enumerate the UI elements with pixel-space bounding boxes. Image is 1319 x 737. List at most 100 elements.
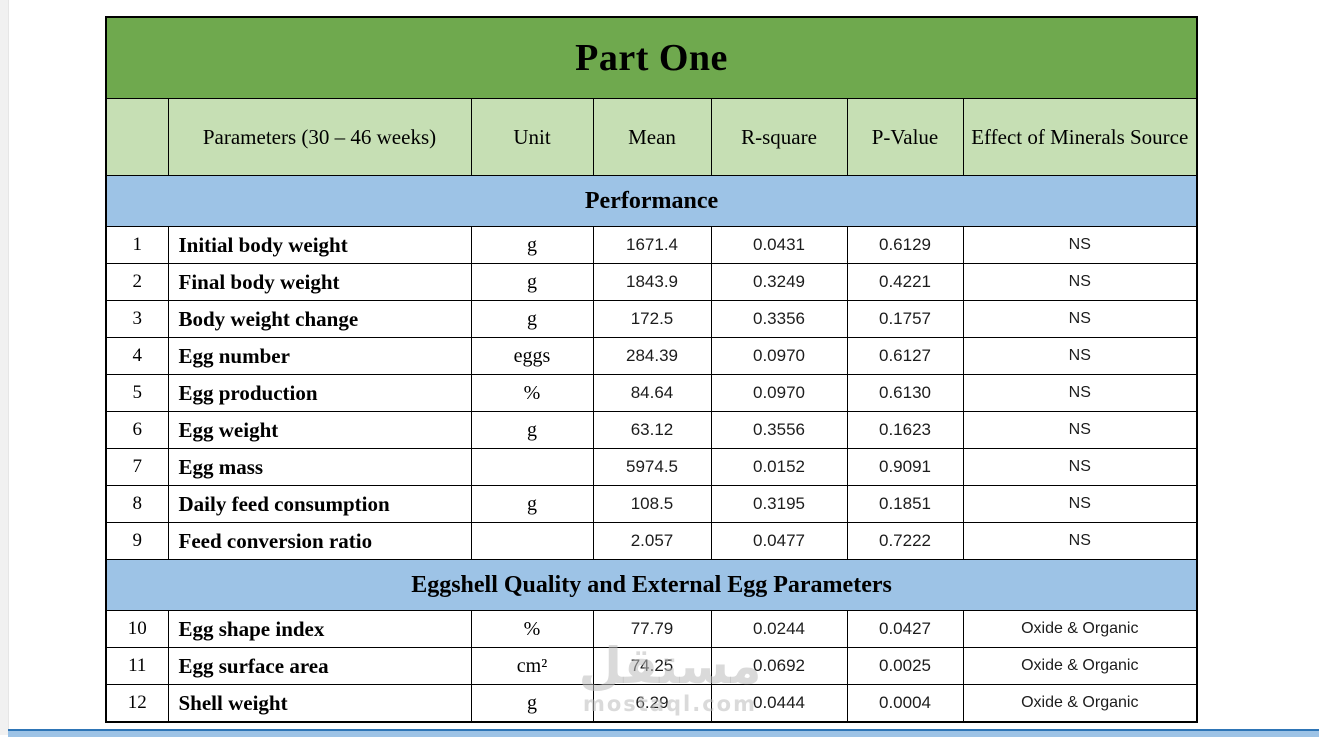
row-4-parameter[interactable]: Egg number [167,337,472,375]
row-9-mean[interactable]: 2.057 [592,522,712,560]
row-3-number[interactable]: 3 [105,300,169,338]
row-9-pvalue[interactable]: 0.7222 [846,522,964,560]
row-5-unit[interactable]: % [470,374,594,412]
row-1-parameter[interactable]: Initial body weight [167,226,472,264]
header-parameters[interactable]: Parameters (30 – 46 weeks) [167,98,472,176]
section-eggshell[interactable]: Eggshell Quality and External Egg Parame… [105,559,1198,611]
row-3-unit[interactable]: g [470,300,594,338]
table-row: 4 Egg number eggs 284.39 0.0970 0.6127 N… [105,337,1198,375]
header-unit[interactable]: Unit [470,98,594,176]
row-10-number[interactable]: 10 [105,610,169,648]
table-title[interactable]: Part One [105,16,1198,99]
row-5-mean[interactable]: 84.64 [592,374,712,412]
row-3-mean[interactable]: 172.5 [592,300,712,338]
row-7-unit[interactable] [470,448,594,486]
row-3-parameter[interactable]: Body weight change [167,300,472,338]
row-9-parameter[interactable]: Feed conversion ratio [167,522,472,560]
header-pvalue[interactable]: P-Value [846,98,964,176]
header-empty-cell[interactable] [105,98,169,176]
row-6-mean[interactable]: 63.12 [592,411,712,449]
row-5-pvalue[interactable]: 0.6130 [846,374,964,412]
row-12-parameter[interactable]: Shell weight [167,684,472,723]
row-8-number[interactable]: 8 [105,485,169,523]
row-5-effect[interactable]: NS [962,374,1198,412]
row-10-mean[interactable]: 77.79 [592,610,712,648]
row-7-rsquare[interactable]: 0.0152 [710,448,848,486]
row-5-rsquare[interactable]: 0.0970 [710,374,848,412]
row-4-number[interactable]: 4 [105,337,169,375]
row-8-rsquare[interactable]: 0.3195 [710,485,848,523]
row-4-effect[interactable]: NS [962,337,1198,375]
row-7-mean[interactable]: 5974.5 [592,448,712,486]
table-row: 5 Egg production % 84.64 0.0970 0.6130 N… [105,374,1198,412]
row-2-pvalue[interactable]: 0.4221 [846,263,964,301]
window-edge-strip [0,0,9,735]
row-7-parameter[interactable]: Egg mass [167,448,472,486]
row-1-rsquare[interactable]: 0.0431 [710,226,848,264]
row-6-rsquare[interactable]: 0.3556 [710,411,848,449]
section-performance[interactable]: Performance [105,175,1198,227]
row-11-parameter[interactable]: Egg surface area [167,647,472,685]
row-3-effect[interactable]: NS [962,300,1198,338]
row-5-number[interactable]: 5 [105,374,169,412]
row-6-effect[interactable]: NS [962,411,1198,449]
row-4-mean[interactable]: 284.39 [592,337,712,375]
row-6-unit[interactable]: g [470,411,594,449]
row-10-parameter[interactable]: Egg shape index [167,610,472,648]
row-11-number[interactable]: 11 [105,647,169,685]
row-4-unit[interactable]: eggs [470,337,594,375]
row-11-pvalue[interactable]: 0.0025 [846,647,964,685]
row-9-number[interactable]: 9 [105,522,169,560]
row-6-number[interactable]: 6 [105,411,169,449]
row-10-rsquare[interactable]: 0.0244 [710,610,848,648]
row-12-pvalue[interactable]: 0.0004 [846,684,964,723]
row-12-unit[interactable]: g [470,684,594,723]
row-2-unit[interactable]: g [470,263,594,301]
row-9-unit[interactable] [470,522,594,560]
row-1-effect[interactable]: NS [962,226,1198,264]
row-11-unit[interactable]: cm² [470,647,594,685]
header-effect[interactable]: Effect of Minerals Source [962,98,1198,176]
row-5-parameter[interactable]: Egg production [167,374,472,412]
next-section-row-edge [8,729,1319,737]
table-row: 11 Egg surface area cm² 74.25 0.0692 0.0… [105,647,1198,685]
row-8-mean[interactable]: 108.5 [592,485,712,523]
row-4-pvalue[interactable]: 0.6127 [846,337,964,375]
row-8-pvalue[interactable]: 0.1851 [846,485,964,523]
row-1-unit[interactable]: g [470,226,594,264]
row-6-pvalue[interactable]: 0.1623 [846,411,964,449]
row-1-pvalue[interactable]: 0.6129 [846,226,964,264]
row-4-rsquare[interactable]: 0.0970 [710,337,848,375]
header-mean[interactable]: Mean [592,98,712,176]
row-7-number[interactable]: 7 [105,448,169,486]
row-2-parameter[interactable]: Final body weight [167,263,472,301]
row-12-rsquare[interactable]: 0.0444 [710,684,848,723]
row-12-number[interactable]: 12 [105,684,169,723]
row-2-effect[interactable]: NS [962,263,1198,301]
row-7-pvalue[interactable]: 0.9091 [846,448,964,486]
row-7-effect[interactable]: NS [962,448,1198,486]
row-12-effect[interactable]: Oxide & Organic [962,684,1198,723]
row-10-unit[interactable]: % [470,610,594,648]
row-9-rsquare[interactable]: 0.0477 [710,522,848,560]
row-2-number[interactable]: 2 [105,263,169,301]
row-3-pvalue[interactable]: 0.1757 [846,300,964,338]
row-12-mean[interactable]: 6.29 [592,684,712,723]
row-2-mean[interactable]: 1843.9 [592,263,712,301]
row-11-effect[interactable]: Oxide & Organic [962,647,1198,685]
row-10-pvalue[interactable]: 0.0427 [846,610,964,648]
row-8-effect[interactable]: NS [962,485,1198,523]
header-rsquare[interactable]: R-square [710,98,848,176]
row-6-parameter[interactable]: Egg weight [167,411,472,449]
row-8-parameter[interactable]: Daily feed consumption [167,485,472,523]
row-1-number[interactable]: 1 [105,226,169,264]
row-11-rsquare[interactable]: 0.0692 [710,647,848,685]
row-2-rsquare[interactable]: 0.3249 [710,263,848,301]
table-row: 3 Body weight change g 172.5 0.3356 0.17… [105,300,1198,338]
row-10-effect[interactable]: Oxide & Organic [962,610,1198,648]
row-8-unit[interactable]: g [470,485,594,523]
row-1-mean[interactable]: 1671.4 [592,226,712,264]
row-9-effect[interactable]: NS [962,522,1198,560]
row-3-rsquare[interactable]: 0.3356 [710,300,848,338]
row-11-mean[interactable]: 74.25 [592,647,712,685]
